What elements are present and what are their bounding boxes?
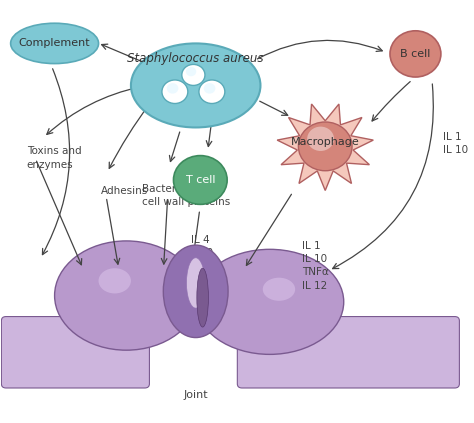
FancyBboxPatch shape xyxy=(237,316,459,388)
Circle shape xyxy=(199,80,225,104)
Text: Bacterial and
cell wall proteins: Bacterial and cell wall proteins xyxy=(143,184,231,207)
Circle shape xyxy=(204,83,215,93)
Circle shape xyxy=(182,64,205,85)
Ellipse shape xyxy=(173,156,227,204)
FancyBboxPatch shape xyxy=(1,316,149,388)
Text: T cell: T cell xyxy=(185,175,215,185)
Text: IL 1
IL 10: IL 1 IL 10 xyxy=(443,132,468,155)
Text: Adhesins: Adhesins xyxy=(101,186,148,196)
Polygon shape xyxy=(277,104,374,190)
Ellipse shape xyxy=(99,268,131,294)
Text: Macrophage: Macrophage xyxy=(291,137,360,147)
Circle shape xyxy=(186,67,196,76)
Text: Joint: Joint xyxy=(183,390,208,400)
Ellipse shape xyxy=(263,277,295,301)
Ellipse shape xyxy=(10,23,99,63)
Text: IL 1
IL 10
TNFα
IL 12: IL 1 IL 10 TNFα IL 12 xyxy=(302,241,329,291)
Ellipse shape xyxy=(196,249,344,354)
Text: Toxins and
enzymes: Toxins and enzymes xyxy=(27,146,82,170)
Text: B cell: B cell xyxy=(400,49,430,59)
Ellipse shape xyxy=(131,44,260,127)
Ellipse shape xyxy=(164,245,228,338)
Ellipse shape xyxy=(55,241,198,350)
Circle shape xyxy=(162,80,188,104)
Circle shape xyxy=(299,122,352,171)
Circle shape xyxy=(307,126,334,151)
Ellipse shape xyxy=(197,268,209,327)
Text: IL 4
IL 10: IL 4 IL 10 xyxy=(188,235,213,258)
Text: Staphylococcus aureus: Staphylococcus aureus xyxy=(128,52,264,65)
Ellipse shape xyxy=(186,258,205,308)
Ellipse shape xyxy=(390,31,441,77)
Circle shape xyxy=(167,83,178,93)
Text: Complement: Complement xyxy=(19,38,91,48)
